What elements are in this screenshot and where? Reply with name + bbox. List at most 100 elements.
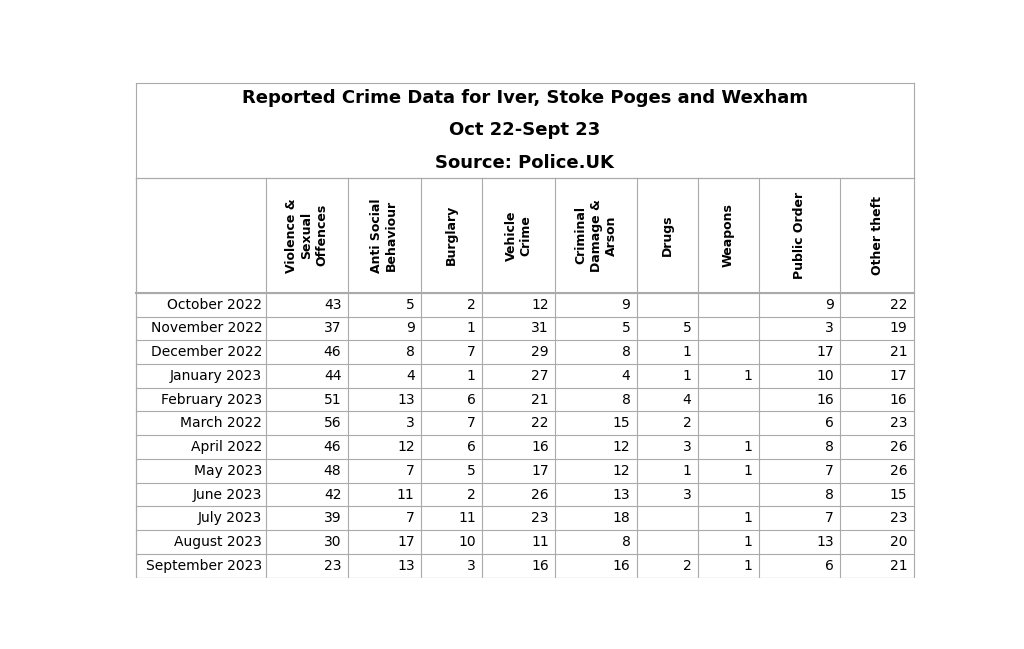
Text: 5: 5 [622, 321, 631, 336]
Text: 9: 9 [406, 321, 415, 336]
Text: 2: 2 [683, 416, 691, 430]
Text: 17: 17 [397, 535, 415, 549]
Text: Other theft: Other theft [870, 196, 884, 275]
Text: 3: 3 [467, 559, 476, 572]
Text: 26: 26 [531, 487, 549, 502]
Text: 16: 16 [612, 559, 631, 572]
Text: 3: 3 [683, 487, 691, 502]
Text: 1: 1 [683, 464, 691, 478]
Text: 8: 8 [825, 487, 834, 502]
Text: 8: 8 [622, 535, 631, 549]
Text: 42: 42 [324, 487, 341, 502]
Text: Drugs: Drugs [660, 215, 674, 256]
Text: November 2022: November 2022 [151, 321, 262, 336]
Text: 7: 7 [825, 464, 834, 478]
Text: 23: 23 [531, 511, 549, 525]
Text: 7: 7 [467, 416, 476, 430]
Text: 7: 7 [467, 345, 476, 359]
Text: February 2023: February 2023 [161, 393, 262, 406]
Text: Anti Social
Behaviour: Anti Social Behaviour [371, 198, 398, 273]
Text: 9: 9 [622, 298, 631, 312]
Text: 4: 4 [406, 369, 415, 383]
Text: 6: 6 [825, 416, 834, 430]
Text: 4: 4 [622, 369, 631, 383]
Text: 15: 15 [612, 416, 631, 430]
Text: 46: 46 [324, 345, 341, 359]
Text: 44: 44 [324, 369, 341, 383]
Text: September 2023: September 2023 [146, 559, 262, 572]
Text: 23: 23 [324, 559, 341, 572]
Text: 37: 37 [324, 321, 341, 336]
Text: 11: 11 [458, 511, 476, 525]
Text: 9: 9 [825, 298, 834, 312]
Text: 23: 23 [890, 511, 907, 525]
Text: 13: 13 [816, 535, 834, 549]
Text: Violence &
Sexual
Offences: Violence & Sexual Offences [286, 198, 329, 273]
Text: 1: 1 [743, 559, 753, 572]
Text: 5: 5 [683, 321, 691, 336]
Text: 5: 5 [467, 464, 476, 478]
Text: 20: 20 [890, 535, 907, 549]
Text: 3: 3 [683, 440, 691, 454]
Text: July 2023: July 2023 [198, 511, 262, 525]
Text: 48: 48 [324, 464, 341, 478]
Text: May 2023: May 2023 [194, 464, 262, 478]
Text: 17: 17 [531, 464, 549, 478]
Text: March 2022: March 2022 [180, 416, 262, 430]
Text: 5: 5 [406, 298, 415, 312]
Text: Public Order: Public Order [794, 191, 806, 279]
Text: 1: 1 [467, 369, 476, 383]
Text: 39: 39 [324, 511, 341, 525]
Text: 16: 16 [531, 440, 549, 454]
Text: 12: 12 [397, 440, 415, 454]
Text: 27: 27 [531, 369, 549, 383]
Text: Vehicle
Crime: Vehicle Crime [505, 210, 532, 260]
Text: 21: 21 [890, 345, 907, 359]
Text: Burglary: Burglary [445, 205, 458, 265]
Text: 11: 11 [397, 487, 415, 502]
Text: 7: 7 [406, 511, 415, 525]
Text: Source: Police.UK: Source: Police.UK [435, 154, 614, 172]
Text: January 2023: January 2023 [170, 369, 262, 383]
Text: 51: 51 [324, 393, 341, 406]
Text: 6: 6 [825, 559, 834, 572]
Text: 26: 26 [890, 464, 907, 478]
Text: 1: 1 [743, 535, 753, 549]
Text: 2: 2 [467, 298, 476, 312]
Text: 8: 8 [622, 393, 631, 406]
Text: 19: 19 [890, 321, 907, 336]
Text: June 2023: June 2023 [193, 487, 262, 502]
Text: 8: 8 [406, 345, 415, 359]
Text: 8: 8 [622, 345, 631, 359]
Text: 1: 1 [683, 345, 691, 359]
Text: 11: 11 [531, 535, 549, 549]
Text: 1: 1 [467, 321, 476, 336]
Text: 23: 23 [890, 416, 907, 430]
Text: December 2022: December 2022 [151, 345, 262, 359]
Text: 1: 1 [683, 369, 691, 383]
Text: Reported Crime Data for Iver, Stoke Poges and Wexham: Reported Crime Data for Iver, Stoke Poge… [242, 89, 808, 107]
Text: 2: 2 [683, 559, 691, 572]
Text: 13: 13 [612, 487, 631, 502]
Text: 30: 30 [324, 535, 341, 549]
Text: 12: 12 [612, 464, 631, 478]
Text: 21: 21 [890, 559, 907, 572]
Text: 31: 31 [531, 321, 549, 336]
Text: Weapons: Weapons [722, 203, 735, 267]
Text: 13: 13 [397, 393, 415, 406]
Text: 10: 10 [458, 535, 476, 549]
Text: 56: 56 [324, 416, 341, 430]
Text: 22: 22 [890, 298, 907, 312]
Text: October 2022: October 2022 [167, 298, 262, 312]
Text: 43: 43 [324, 298, 341, 312]
Text: Oct 22-Sept 23: Oct 22-Sept 23 [450, 121, 600, 140]
Text: 16: 16 [890, 393, 907, 406]
Text: 21: 21 [531, 393, 549, 406]
Text: 26: 26 [890, 440, 907, 454]
Text: 1: 1 [743, 464, 753, 478]
Text: 4: 4 [683, 393, 691, 406]
Text: 2: 2 [467, 487, 476, 502]
Text: 17: 17 [890, 369, 907, 383]
Text: 13: 13 [397, 559, 415, 572]
Text: 6: 6 [467, 440, 476, 454]
